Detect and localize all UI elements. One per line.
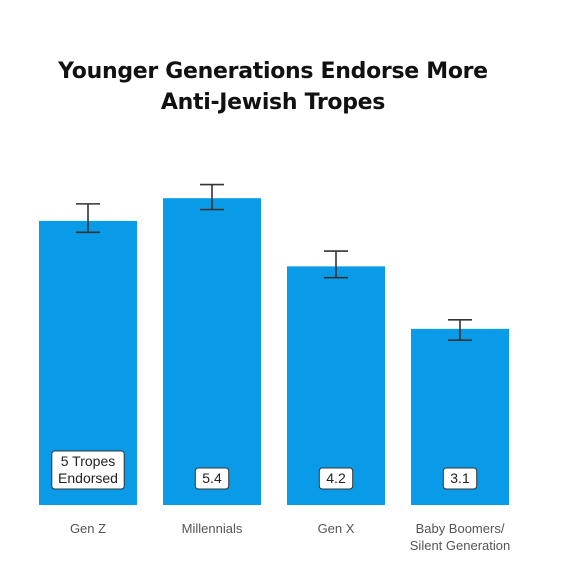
data-label-box-1 bbox=[194, 467, 230, 490]
error-bar-0 bbox=[76, 203, 100, 234]
chart-title-line-2: Anti-Jewish Tropes bbox=[160, 90, 386, 115]
category-label-2: Gen X bbox=[318, 521, 355, 536]
data-label-3: 3.1 bbox=[450, 470, 470, 486]
data-label-box-2 bbox=[318, 467, 354, 490]
bar-1 bbox=[163, 198, 261, 505]
error-bar-2 bbox=[324, 250, 348, 279]
data-label-0: 5 Tropes Endorsed bbox=[58, 453, 118, 486]
chart-title-line-1: Younger Generations Endorse More bbox=[58, 59, 488, 84]
data-label-2: 4.2 bbox=[326, 470, 346, 486]
error-bar-1 bbox=[200, 183, 224, 211]
bar-2 bbox=[287, 266, 385, 505]
category-label-1: Millennials bbox=[182, 521, 243, 536]
category-label-0: Gen Z bbox=[70, 521, 106, 536]
data-label-box-3 bbox=[442, 467, 478, 490]
data-label-1: 5.4 bbox=[202, 470, 222, 486]
chart-title: Younger Generations Endorse More Anti-Je… bbox=[0, 56, 546, 118]
data-label-box-0 bbox=[51, 450, 125, 490]
error-bar-3 bbox=[448, 318, 472, 342]
category-label-3: Baby Boomers/Silent Generation bbox=[410, 521, 510, 553]
